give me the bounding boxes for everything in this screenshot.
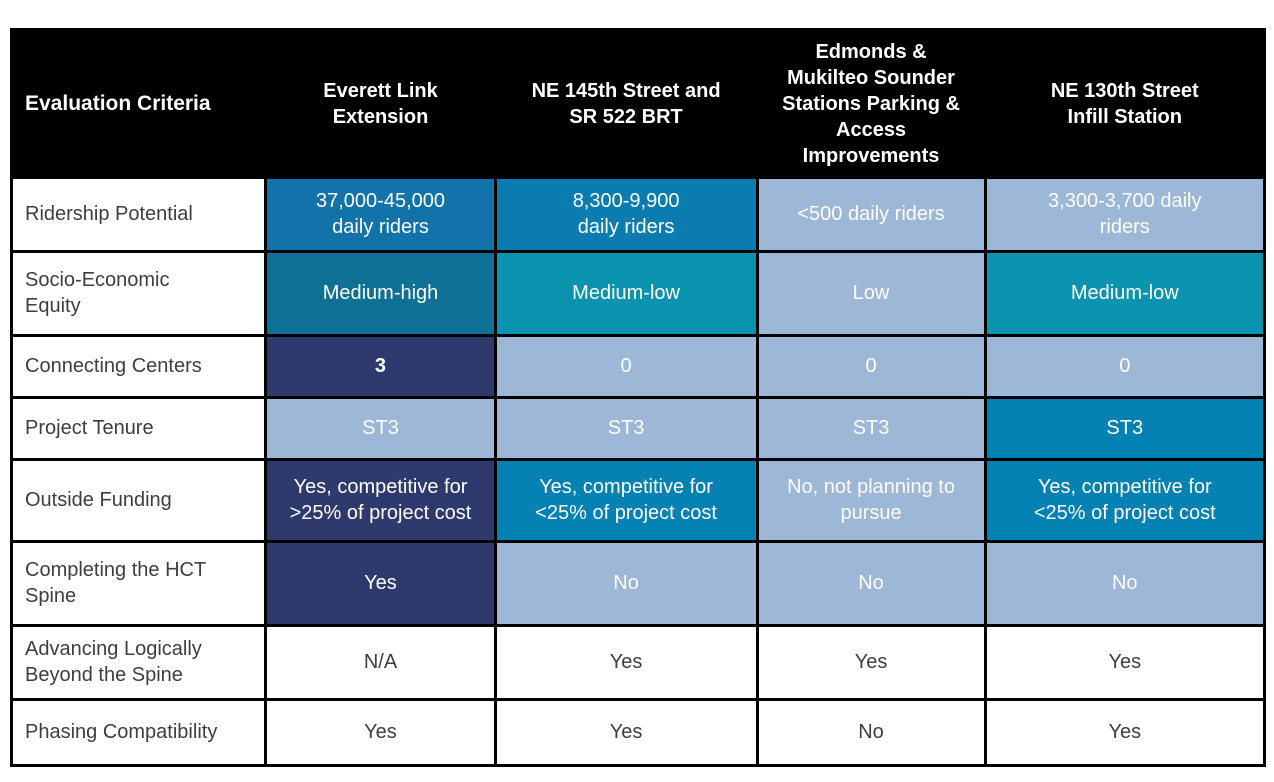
cell-funding-everett: Yes, competitive for >25% of project cos…: [264, 458, 497, 543]
table-row-project-tenure: Project Tenure ST3 ST3 ST3 ST3: [9, 396, 1267, 461]
cell-spine-ne130: No: [983, 540, 1267, 627]
cell-advancing-ne145: Yes: [493, 624, 759, 701]
header-edmonds-mukilteo-sounder: Edmonds & Mukilteo Sounder Stations Park…: [755, 28, 987, 179]
cell-centers-ne130: 0: [983, 334, 1267, 399]
row-label: Advancing Logically Beyond the Spine: [9, 624, 268, 701]
cell-advancing-edmonds: Yes: [755, 624, 987, 701]
header-row: Evaluation Criteria Everett Link Extensi…: [9, 28, 1267, 179]
cell-phasing-everett: Yes: [264, 698, 497, 767]
cell-equity-edmonds: Low: [755, 250, 987, 337]
table-row-connecting-centers: Connecting Centers 3 0 0 0: [9, 334, 1267, 399]
cell-advancing-ne130: Yes: [983, 624, 1267, 701]
cell-funding-edmonds: No, not planning to pursue: [755, 458, 987, 543]
cell-spine-ne145: No: [493, 540, 759, 627]
cell-tenure-ne130: ST3: [983, 396, 1267, 461]
cell-centers-edmonds: 0: [755, 334, 987, 399]
cell-advancing-everett: N/A: [264, 624, 497, 701]
cell-funding-ne145: Yes, competitive for <25% of project cos…: [493, 458, 759, 543]
cell-tenure-everett: ST3: [264, 396, 497, 461]
cell-ridership-edmonds: <500 daily riders: [755, 176, 987, 253]
cell-ridership-everett: 37,000-45,000 daily riders: [264, 176, 497, 253]
table-row-phasing-compatibility: Phasing Compatibility Yes Yes No Yes: [9, 698, 1267, 767]
cell-tenure-edmonds: ST3: [755, 396, 987, 461]
cell-equity-ne130: Medium-low: [983, 250, 1267, 337]
row-label: Completing the HCT Spine: [9, 540, 268, 627]
cell-phasing-ne130: Yes: [983, 698, 1267, 767]
table-header: Evaluation Criteria Everett Link Extensi…: [9, 28, 1267, 179]
cell-phasing-ne145: Yes: [493, 698, 759, 767]
cell-ridership-ne145: 8,300-9,900 daily riders: [493, 176, 759, 253]
cell-tenure-ne145: ST3: [493, 396, 759, 461]
cell-centers-ne145: 0: [493, 334, 759, 399]
cell-equity-ne145: Medium-low: [493, 250, 759, 337]
cell-ridership-ne130: 3,300-3,700 daily riders: [983, 176, 1267, 253]
cell-funding-ne130: Yes, competitive for <25% of project cos…: [983, 458, 1267, 543]
table-row-completing-hct-spine: Completing the HCT Spine Yes No No No: [9, 540, 1267, 627]
cell-equity-everett: Medium-high: [264, 250, 497, 337]
row-label: Ridership Potential: [9, 176, 268, 253]
cell-spine-everett: Yes: [264, 540, 497, 627]
cell-phasing-edmonds: No: [755, 698, 987, 767]
row-label: Outside Funding: [9, 458, 268, 543]
cell-spine-edmonds: No: [755, 540, 987, 627]
evaluation-criteria-table: Evaluation Criteria Everett Link Extensi…: [9, 28, 1267, 767]
header-everett-link-extension: Everett Link Extension: [264, 28, 497, 179]
cell-centers-everett: 3: [264, 334, 497, 399]
header-evaluation-criteria: Evaluation Criteria: [9, 28, 268, 179]
row-label: Phasing Compatibility: [9, 698, 268, 767]
table-row-advancing-beyond-spine: Advancing Logically Beyond the Spine N/A…: [9, 624, 1267, 701]
row-label: Socio-Economic Equity: [9, 250, 268, 337]
table-row-ridership-potential: Ridership Potential 37,000-45,000 daily …: [9, 176, 1267, 253]
row-label: Connecting Centers: [9, 334, 268, 399]
table-row-outside-funding: Outside Funding Yes, competitive for >25…: [9, 458, 1267, 543]
table-row-socio-economic-equity: Socio-Economic Equity Medium-high Medium…: [9, 250, 1267, 337]
header-ne-145th-sr-522-brt: NE 145th Street and SR 522 BRT: [493, 28, 759, 179]
row-label: Project Tenure: [9, 396, 268, 461]
table-body: Ridership Potential 37,000-45,000 daily …: [9, 176, 1267, 767]
header-ne-130th-infill-station: NE 130th Street Infill Station: [983, 28, 1267, 179]
